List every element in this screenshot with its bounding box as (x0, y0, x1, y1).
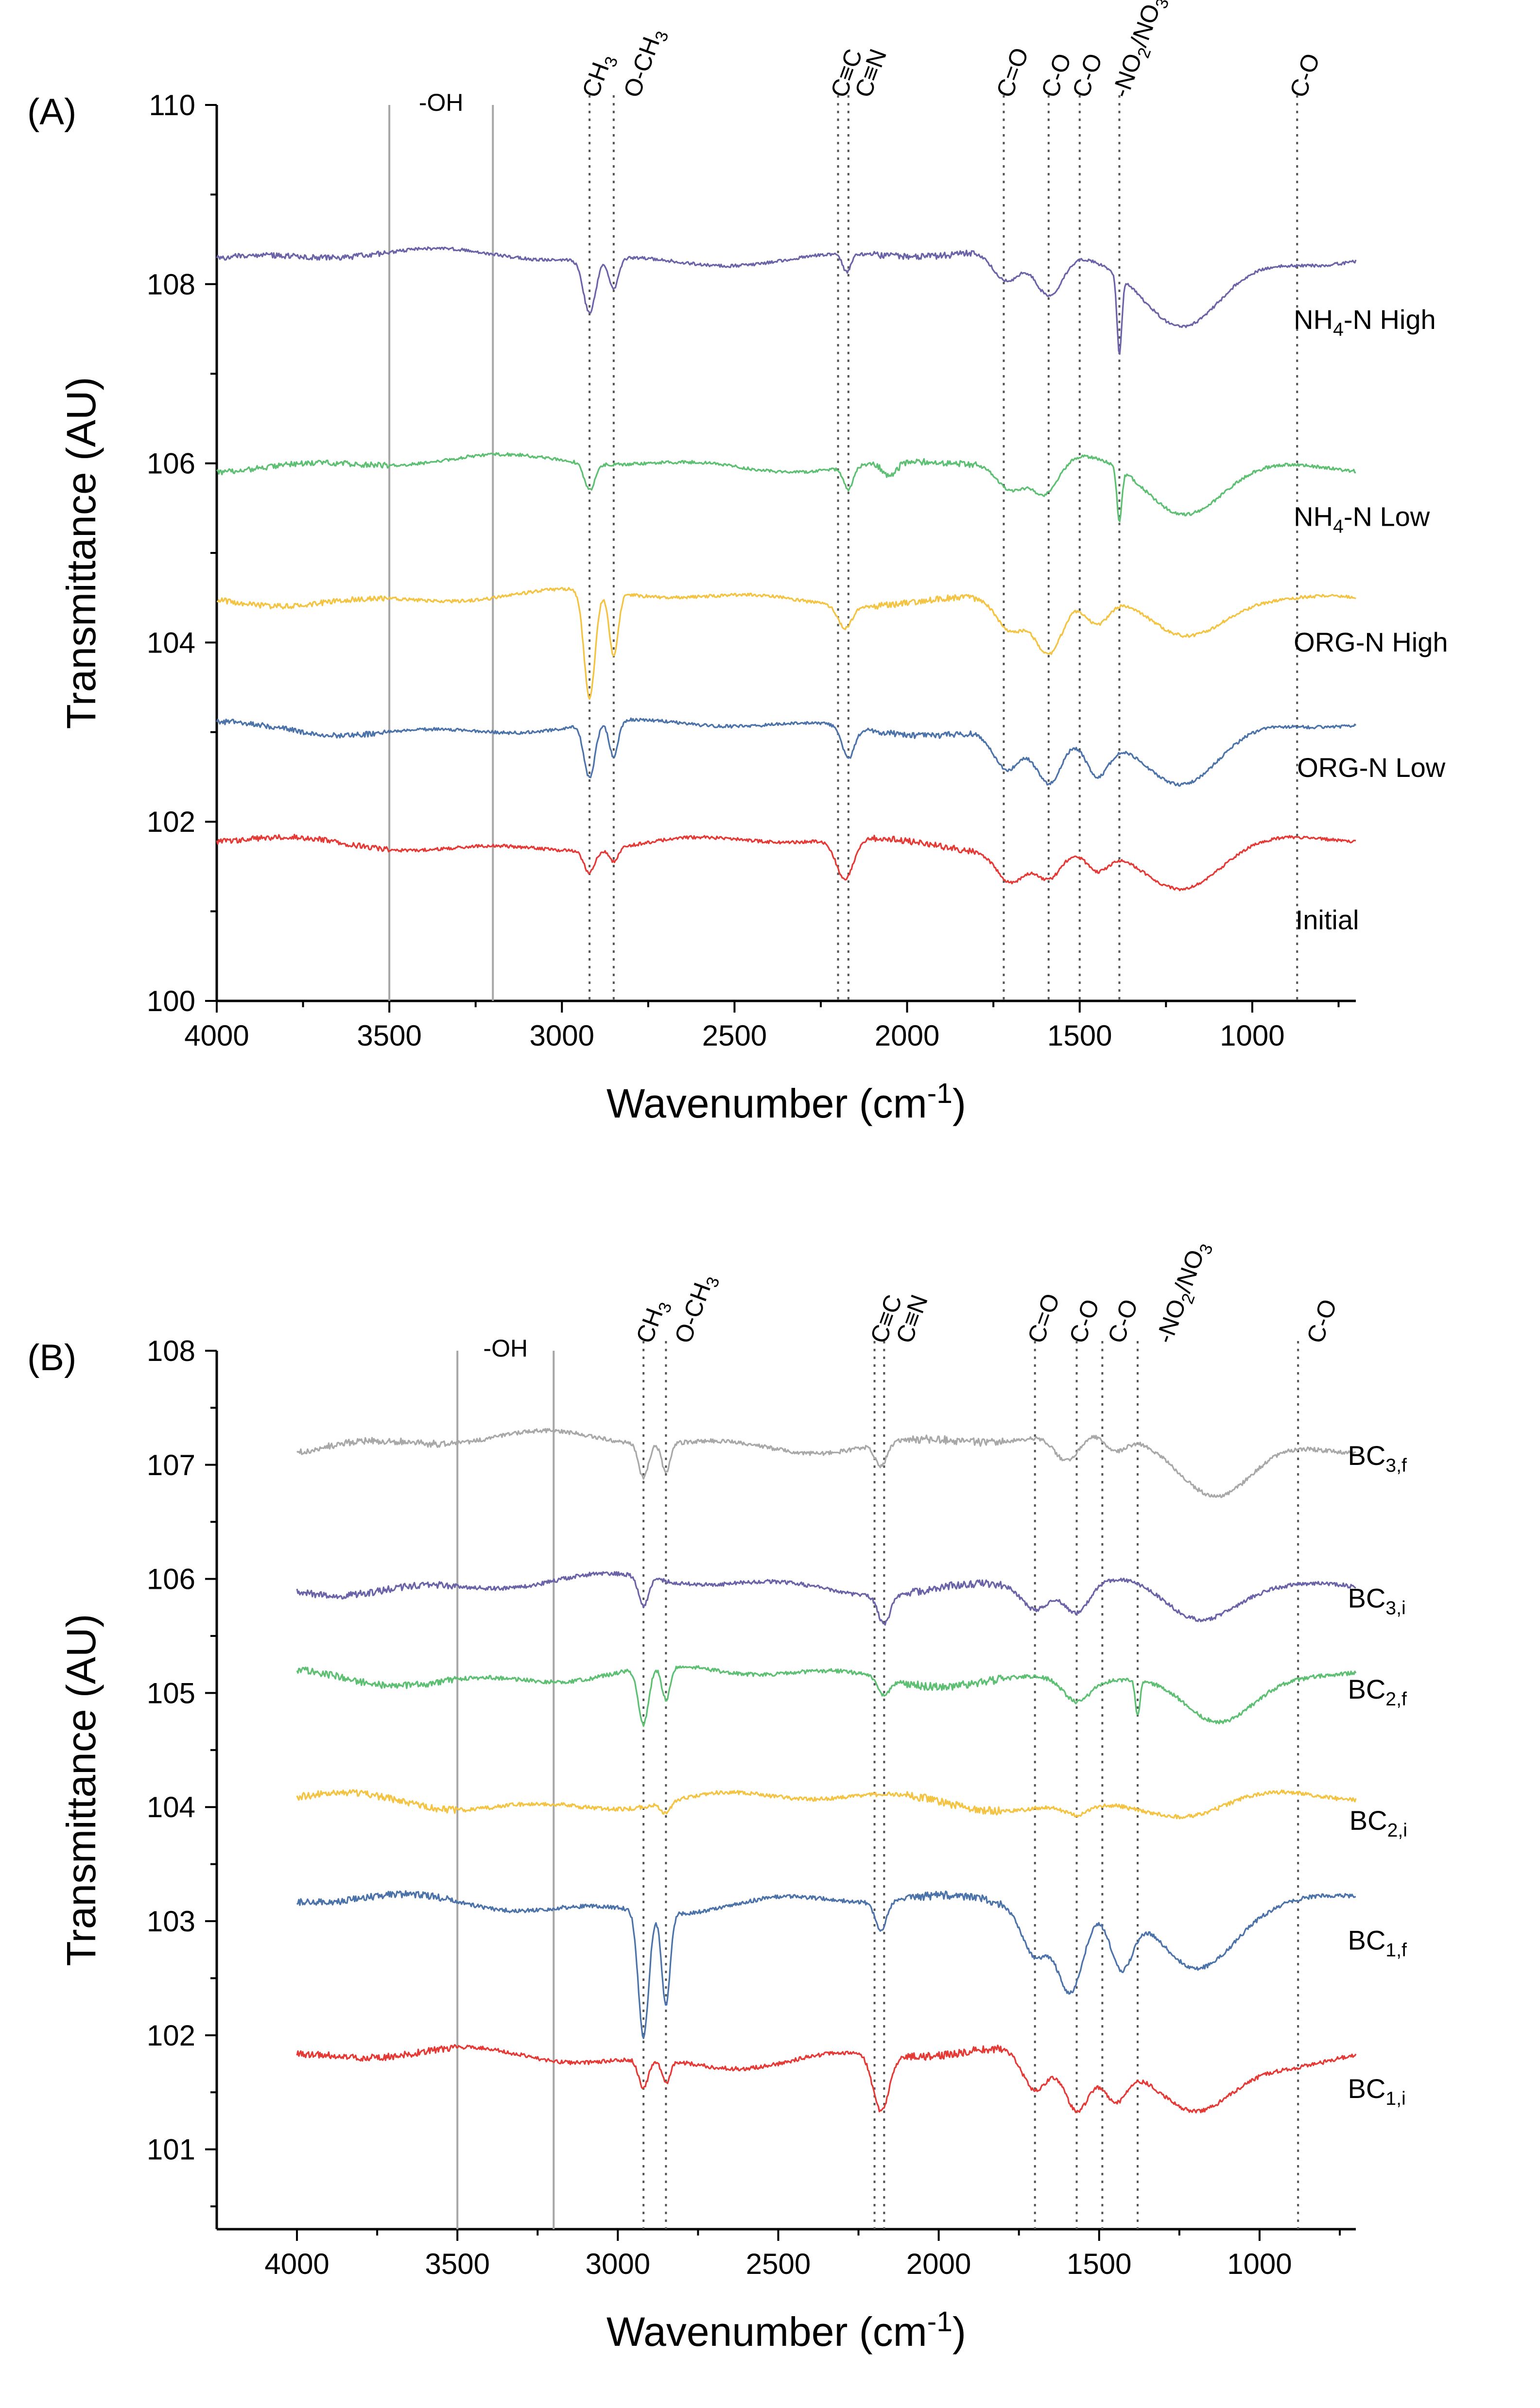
y-axis-title: Transmittance (AU) (58, 377, 104, 729)
spectrum-line-bc2-i (296, 1789, 1357, 1820)
band-label: -OH (419, 89, 464, 116)
y-tick-label: 104 (147, 626, 195, 659)
x-tick-label: 1000 (1220, 1019, 1284, 1052)
panel-label: (B) (27, 1337, 76, 1378)
y-tick-label: 100 (147, 985, 195, 1017)
y-tick-label: 106 (147, 447, 195, 480)
band-label: C-O (1067, 50, 1107, 101)
x-tick-label: 3000 (586, 2248, 650, 2280)
y-tick-label: 104 (147, 1791, 195, 1823)
band-label: CH3 (577, 50, 622, 102)
series-label: ORG-N Low (1297, 752, 1445, 783)
x-tick-label: 1000 (1227, 2248, 1292, 2280)
series-label: BC2,i (1350, 1805, 1407, 1841)
x-tick-label: 3500 (425, 2248, 489, 2280)
band-label: C-O (1284, 50, 1325, 101)
y-tick-label: 103 (147, 1905, 195, 1938)
band-label: C-O (1103, 1295, 1143, 1346)
band-label: C=O (1022, 1290, 1065, 1347)
band-label: O-CH3 (618, 24, 672, 103)
band-label: C-O (1064, 1295, 1105, 1346)
y-tick-label: 107 (147, 1449, 195, 1481)
spectrum-line-org-n-high (216, 586, 1356, 700)
y-tick-label: 101 (147, 2133, 195, 2166)
y-tick-label: 102 (147, 806, 195, 838)
spectrum-line-bc1-f (296, 1890, 1356, 2039)
y-tick-label: 102 (147, 2019, 195, 2052)
spectrum-line-bc3-f (296, 1428, 1356, 1498)
band-label: C=O (991, 44, 1034, 101)
series-label: BC2,f (1348, 1674, 1406, 1710)
x-axis-title: Wavenumber (cm-1) (606, 1078, 966, 1126)
panel-b-chart: (B) 101 102 103 104 105 106 107 108 4000 3500 3000 2… (27, 1237, 1407, 2355)
series-label: NH4-N Low (1294, 501, 1430, 537)
x-tick-label: 4000 (184, 1019, 249, 1052)
y-tick-label: 106 (147, 1563, 195, 1596)
y-tick-label: 108 (147, 1335, 195, 1367)
y-tick-label: 105 (147, 1677, 195, 1709)
y-tick-label: 108 (147, 268, 195, 301)
band-label: CH3 (631, 1295, 675, 1348)
x-tick-label: 1500 (1047, 1019, 1112, 1052)
panel-label: (A) (27, 91, 76, 133)
band-label: -NO2/NO3 (1151, 1237, 1217, 1348)
x-tick-label: 3500 (357, 1019, 421, 1052)
series-label: Initial (1296, 904, 1359, 935)
series-label: BC3,f (1348, 1440, 1406, 1476)
series-label: BC1,i (1348, 2073, 1405, 2109)
x-tick-label: 4000 (264, 2248, 329, 2280)
panel-a-chart: (A) 100 102 104 106 108 110 4000 3500 3000 2500 200… (27, 0, 1448, 1126)
band-label: C-O (1301, 1295, 1342, 1346)
spectrum-line-initial (216, 833, 1356, 892)
series-label: NH4-N High (1294, 304, 1436, 340)
x-tick-label: 1500 (1067, 2248, 1131, 2280)
x-tick-label: 2000 (875, 1019, 939, 1052)
series-label: BC1,f (1348, 1925, 1406, 1961)
series-label: ORG-N High (1294, 627, 1448, 657)
x-tick-label: 3000 (530, 1019, 594, 1052)
x-tick-label: 2500 (746, 2248, 811, 2280)
spectrum-line-bc1-i (296, 2044, 1357, 2114)
spectrum-line-bc3-i (296, 1571, 1356, 1626)
x-tick-label: 2500 (702, 1019, 767, 1052)
spectrum-line-nh4-n-high (216, 246, 1357, 355)
spectrum-line-org-n-low (216, 717, 1357, 787)
band-label: -OH (483, 1335, 528, 1362)
y-axis-title: Transmittance (AU) (58, 1614, 104, 1966)
band-label: O-CH3 (669, 1270, 723, 1348)
x-axis-title: Wavenumber (cm-1) (606, 2306, 966, 2355)
spectrum-line-nh4-n-low (216, 452, 1356, 522)
band-label: -NO2/NO3 (1107, 0, 1173, 103)
x-tick-label: 2000 (906, 2248, 971, 2280)
spectrum-line-bc2-f (296, 1665, 1357, 1727)
y-tick-label: 110 (149, 89, 195, 121)
series-label: BC3,i (1348, 1582, 1405, 1618)
